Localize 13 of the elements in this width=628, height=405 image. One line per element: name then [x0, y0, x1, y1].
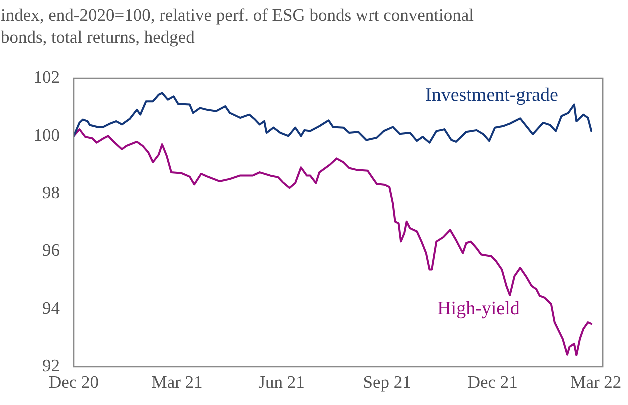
series-label: Investment-grade [425, 84, 558, 106]
y-tick-label: 98 [42, 182, 60, 202]
y-tick-label: 102 [34, 67, 60, 88]
x-tick-label: Jun 21 [258, 372, 305, 392]
y-tick-label: 100 [34, 124, 60, 145]
x-tick-label: Mar 21 [152, 372, 203, 392]
x-tick-label: Sep 21 [363, 372, 412, 392]
y-tick-label: 94 [42, 298, 60, 318]
y-tick-label: 96 [42, 240, 60, 260]
series-label: High-yield [438, 298, 520, 320]
x-tick-label: Dec 21 [468, 372, 518, 392]
chart-title: index, end-2020=100, relative perf. of ESG bonds wrt conventional bonds, total returns, hedged [0, 4, 476, 49]
x-tick-label: Mar 22 [570, 372, 622, 392]
